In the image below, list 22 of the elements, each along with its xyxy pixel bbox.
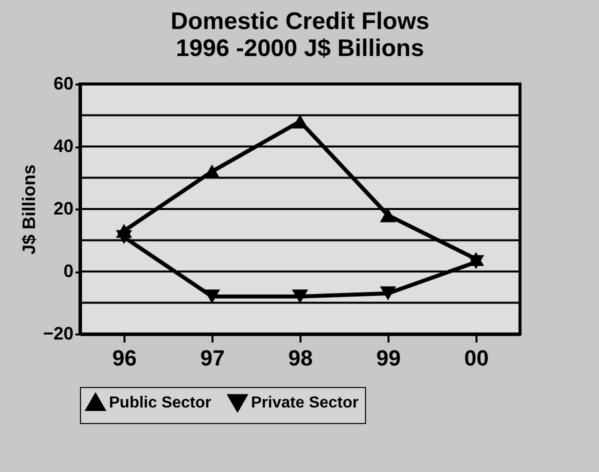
y-axis-title: J$ Billions	[18, 164, 39, 255]
point	[204, 290, 220, 304]
point	[292, 290, 308, 304]
point	[380, 286, 396, 300]
x-tick-label: 00	[464, 346, 489, 370]
x-tick-label: 97	[200, 346, 225, 370]
point	[292, 114, 308, 128]
legend-label: Public Sector	[109, 394, 212, 412]
y-tick-label: 0	[63, 261, 74, 281]
y-tick-label: 20	[53, 198, 74, 218]
y-tick-label: 60	[53, 74, 74, 94]
x-tick-label: 96	[112, 346, 137, 370]
point	[116, 230, 132, 244]
x-tick-label: 98	[288, 346, 313, 370]
x-tick-label: 99	[376, 346, 401, 370]
y-tick-label: −20	[42, 324, 74, 344]
point	[468, 255, 484, 270]
point	[380, 208, 396, 222]
chart-subtitle: 1996 -2000 J$ Billions	[176, 35, 424, 62]
legend-label: Private Sector	[251, 394, 359, 412]
chart-title: Domestic Credit Flows	[170, 8, 430, 35]
y-tick-label: 40	[53, 136, 74, 156]
